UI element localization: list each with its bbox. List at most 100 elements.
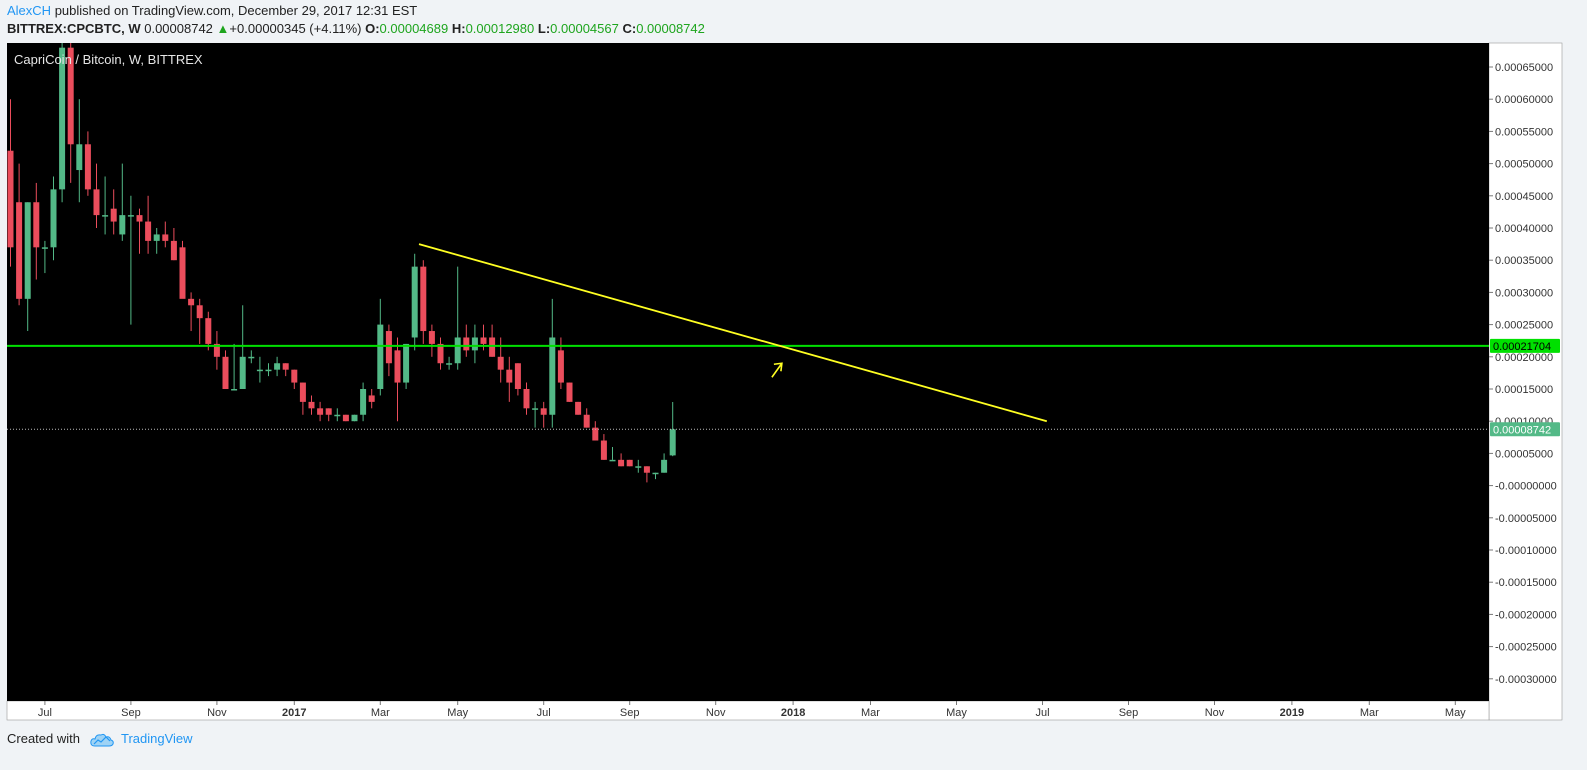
quote-line: BITTREX:CPCBTC, W 0.00008742 ▲+0.0000034… bbox=[7, 21, 705, 36]
y-tick-label: 0.00030000 bbox=[1495, 287, 1553, 299]
candle-up bbox=[377, 324, 384, 389]
plot-layer bbox=[7, 43, 1489, 483]
y-tick-label: 0.00020000 bbox=[1495, 352, 1553, 364]
y-tick-label: 0.00015000 bbox=[1495, 384, 1553, 396]
open-value: 0.00004689 bbox=[379, 21, 449, 36]
y-tick-label: 0.00035000 bbox=[1495, 255, 1553, 267]
publish-info: AlexCH published on TradingView.com, Dec… bbox=[7, 3, 417, 18]
candle-down bbox=[196, 305, 203, 319]
x-tick-label: Nov bbox=[706, 707, 726, 719]
candle-down bbox=[205, 318, 212, 344]
x-tick-label: Sep bbox=[620, 707, 640, 719]
candle-down bbox=[7, 150, 14, 248]
candle-up bbox=[609, 459, 616, 462]
y-tick-label: -0.00000000 bbox=[1495, 481, 1557, 493]
y-tick-label: 0.00005000 bbox=[1495, 448, 1553, 460]
candle-up bbox=[454, 337, 461, 364]
y-tick-label: -0.00030000 bbox=[1495, 674, 1557, 686]
created-with-text: Created with bbox=[7, 731, 80, 746]
candle-down bbox=[368, 395, 375, 402]
x-tick-label: May bbox=[946, 707, 967, 719]
price-badge bbox=[1490, 422, 1560, 437]
plot-background[interactable] bbox=[7, 43, 1489, 701]
candle-up bbox=[669, 429, 676, 456]
candle-up bbox=[76, 144, 83, 171]
published-text: published on TradingView.com, December 2… bbox=[54, 3, 418, 18]
candle-down bbox=[110, 208, 117, 222]
candle-down bbox=[523, 389, 530, 409]
y-tick-label: 0.00065000 bbox=[1495, 62, 1553, 74]
price-axis-panel[interactable] bbox=[1488, 42, 1563, 721]
y-tick-label: 0.00055000 bbox=[1495, 126, 1553, 138]
tradingview-link[interactable]: TradingView bbox=[121, 731, 193, 746]
low-label: L: bbox=[537, 21, 551, 36]
candle-up bbox=[119, 215, 126, 235]
candle-down bbox=[67, 47, 74, 145]
candle-down bbox=[489, 337, 496, 357]
candle-up bbox=[102, 215, 109, 217]
candle-down bbox=[557, 350, 564, 383]
candle-down bbox=[428, 331, 435, 344]
candle-up bbox=[351, 414, 358, 422]
candle-down bbox=[480, 337, 487, 344]
candle-down bbox=[93, 189, 100, 216]
x-tick-label: 2017 bbox=[282, 707, 306, 719]
change-value: +0.00000345 (+4.11%) bbox=[229, 21, 362, 36]
open-label: O: bbox=[365, 21, 380, 36]
time-axis-panel[interactable] bbox=[6, 700, 1490, 721]
candle-down bbox=[626, 459, 633, 467]
candle-up bbox=[248, 356, 255, 359]
price-badge-label: 0.00008742 bbox=[1493, 424, 1551, 436]
candle-up bbox=[50, 189, 57, 248]
candle-down bbox=[145, 221, 152, 241]
x-tick-label: Sep bbox=[121, 707, 141, 719]
x-tick-label: Jul bbox=[38, 707, 52, 719]
candle-down bbox=[420, 266, 427, 332]
candle-down bbox=[514, 363, 521, 389]
candle-down bbox=[84, 144, 91, 190]
change-up-icon: ▲ bbox=[216, 21, 230, 36]
candle-up bbox=[274, 363, 281, 370]
candle-down bbox=[188, 298, 195, 306]
candle-up bbox=[239, 356, 246, 389]
candle-up bbox=[231, 389, 238, 391]
candle-down bbox=[33, 202, 40, 248]
candle-up bbox=[411, 266, 418, 338]
candle-down bbox=[136, 215, 143, 222]
candle-up bbox=[549, 337, 556, 415]
candle-down bbox=[463, 337, 470, 351]
candle-down bbox=[308, 401, 315, 409]
close-label: C: bbox=[622, 21, 637, 36]
candle-up bbox=[446, 363, 453, 365]
y-tick-label: 0.00050000 bbox=[1495, 159, 1553, 171]
y-tick-label: -0.00015000 bbox=[1495, 577, 1557, 589]
author-link[interactable]: AlexCH bbox=[7, 3, 52, 18]
candle-up bbox=[360, 389, 367, 415]
trend-line bbox=[418, 243, 1048, 423]
y-tick-label: -0.00005000 bbox=[1495, 513, 1557, 525]
candle-down bbox=[583, 414, 590, 428]
candle-up bbox=[471, 337, 478, 351]
x-tick-label: Jul bbox=[537, 707, 551, 719]
candle-down bbox=[497, 356, 504, 370]
x-tick-label: May bbox=[1445, 707, 1466, 719]
y-tick-label: -0.00010000 bbox=[1495, 545, 1557, 557]
footer: Created with TradingView bbox=[7, 731, 193, 747]
candle-down bbox=[575, 401, 582, 415]
candle-down bbox=[600, 440, 607, 460]
low-value: 0.00004567 bbox=[550, 21, 619, 36]
candle-down bbox=[325, 408, 332, 415]
candle-up bbox=[59, 47, 66, 190]
tradingview-cloud-icon bbox=[89, 733, 114, 747]
candle-up bbox=[532, 408, 539, 410]
candle-up bbox=[652, 472, 659, 475]
candle-up bbox=[635, 466, 642, 468]
arrow-annotation-icon bbox=[771, 362, 783, 378]
candle-up bbox=[256, 369, 263, 372]
candle-down bbox=[566, 382, 573, 402]
y-tick-label: 0.00040000 bbox=[1495, 223, 1553, 235]
y-tick-label: 0.00060000 bbox=[1495, 94, 1553, 106]
y-tick-label: -0.00020000 bbox=[1495, 609, 1557, 621]
